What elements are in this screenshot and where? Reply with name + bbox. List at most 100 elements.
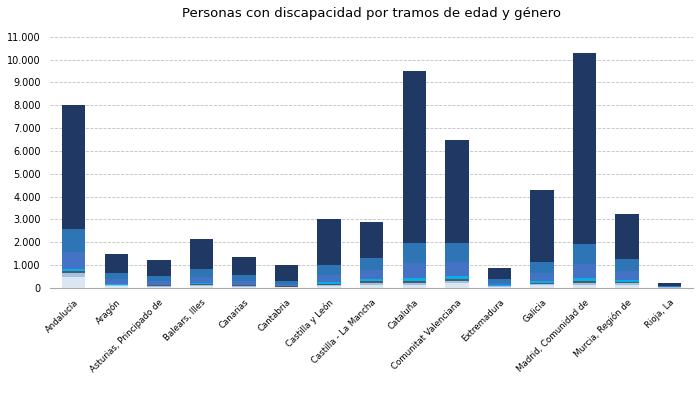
Bar (658, 286, 681, 287)
Bar (445, 242, 468, 262)
Bar (104, 284, 128, 285)
Bar (615, 284, 639, 285)
Bar (62, 269, 85, 271)
Bar (488, 279, 511, 282)
Bar (190, 286, 213, 288)
Bar (317, 284, 341, 285)
Bar (317, 265, 341, 275)
Bar (104, 285, 128, 286)
Bar (232, 257, 256, 268)
Bar (147, 285, 171, 286)
Bar (232, 284, 256, 285)
Bar (658, 285, 681, 286)
Bar (530, 284, 554, 285)
Bar (190, 270, 213, 277)
Bar (360, 279, 384, 281)
Bar (232, 276, 256, 281)
Bar (190, 283, 213, 284)
Bar (62, 273, 85, 276)
Bar (573, 283, 596, 284)
Bar (190, 285, 213, 286)
Bar (445, 262, 468, 276)
Bar (147, 276, 171, 281)
Bar (275, 284, 298, 286)
Bar (573, 278, 596, 281)
Bar (317, 251, 341, 265)
Bar (615, 285, 639, 288)
Bar (530, 246, 554, 262)
Bar (615, 282, 639, 284)
Bar (317, 282, 341, 284)
Bar (190, 239, 213, 258)
Bar (232, 285, 256, 286)
Bar (488, 285, 511, 286)
Bar (147, 287, 171, 288)
Bar (402, 243, 426, 263)
Bar (615, 258, 639, 271)
Bar (360, 283, 384, 284)
Bar (360, 222, 384, 244)
Bar (147, 260, 171, 269)
Bar (62, 229, 85, 252)
Bar (573, 215, 596, 244)
Bar (530, 283, 554, 284)
Bar (232, 286, 256, 287)
Bar (573, 264, 596, 278)
Bar (445, 210, 468, 242)
Bar (104, 273, 128, 279)
Bar (360, 244, 384, 258)
Bar (530, 281, 554, 283)
Bar (445, 284, 468, 288)
Bar (360, 258, 384, 270)
Bar (232, 281, 256, 284)
Bar (573, 53, 596, 215)
Bar (402, 283, 426, 284)
Bar (190, 277, 213, 283)
Bar (190, 284, 213, 285)
Bar (360, 270, 384, 279)
Bar (488, 287, 511, 288)
Bar (573, 284, 596, 288)
Bar (360, 284, 384, 288)
Bar (658, 283, 681, 285)
Bar (62, 276, 85, 288)
Bar (317, 220, 341, 251)
Bar (615, 280, 639, 282)
Bar (402, 263, 426, 278)
Bar (402, 71, 426, 213)
Bar (62, 271, 85, 273)
Bar (275, 265, 298, 276)
Bar (104, 254, 128, 265)
Bar (317, 275, 341, 282)
Bar (530, 273, 554, 281)
Bar (402, 213, 426, 243)
Bar (488, 286, 511, 287)
Bar (445, 281, 468, 284)
Bar (190, 258, 213, 270)
Bar (62, 105, 85, 188)
Bar (232, 268, 256, 276)
Bar (402, 284, 426, 288)
Bar (530, 262, 554, 273)
Bar (275, 276, 298, 280)
Bar (104, 279, 128, 284)
Bar (488, 274, 511, 279)
Bar (530, 190, 554, 246)
Bar (275, 287, 298, 288)
Bar (573, 244, 596, 264)
Bar (402, 281, 426, 283)
Bar (62, 188, 85, 229)
Bar (104, 286, 128, 288)
Bar (573, 281, 596, 283)
Bar (615, 271, 639, 280)
Bar (360, 281, 384, 283)
Title: Personas con discapacidad por tramos de edad y género: Personas con discapacidad por tramos de … (182, 7, 561, 20)
Bar (445, 279, 468, 281)
Bar (317, 285, 341, 286)
Bar (445, 276, 468, 279)
Bar (275, 280, 298, 284)
Bar (445, 140, 468, 210)
Bar (147, 286, 171, 287)
Bar (147, 269, 171, 276)
Bar (530, 285, 554, 288)
